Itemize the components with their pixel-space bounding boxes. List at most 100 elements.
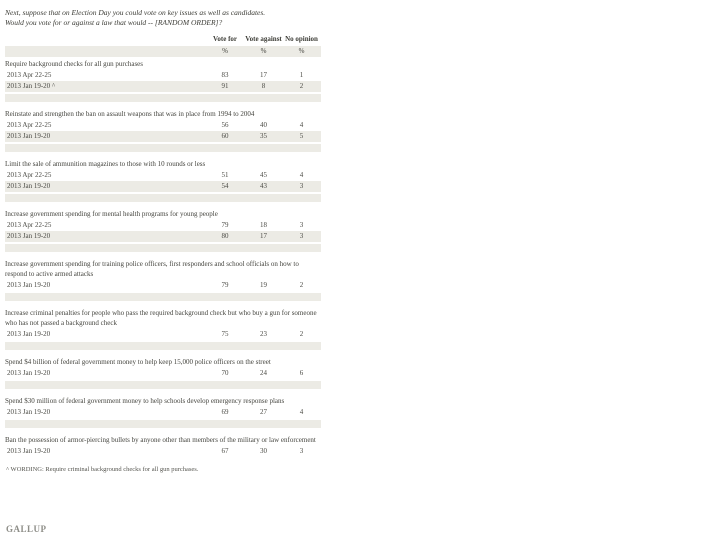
no-opinion-value: 2 [299,330,304,338]
issue-label: Increase government spending for trainin… [5,259,299,278]
issue-section: Reinstate and strengthen the ban on assa… [5,107,321,152]
poll-date: 2013 Apr 22-25 [7,121,52,129]
poll-date: 2013 Apr 22-25 [7,221,52,229]
no-opinion-value: 3 [299,447,304,455]
issue-section: Require background checks for all gun pu… [5,57,321,102]
no-opinion-value: 1 [299,71,304,79]
issue-section: Spend $4 billion of federal government m… [5,355,321,389]
no-opinion-value: 6 [299,369,304,377]
vote-against-value: 23 [260,330,267,338]
issue-section: Ban the possession of armor-piercing bul… [5,433,321,457]
poll-result-row: 2013 Jan 19-20 67 30 3 [5,446,321,457]
vote-for-value: 79 [221,281,229,289]
vote-for-value: 83 [221,71,229,79]
poll-date: 2013 Jan 19-20 [7,408,51,416]
poll-result-row: 2013 Jan 19-20 ^ 91 8 2 [5,80,321,92]
poll-date: 2013 Jan 19-20 [7,281,51,289]
poll-result-row: 2013 Apr 22-25 51 45 4 [5,170,321,181]
vote-for-value: 56 [221,121,229,129]
issue-label: Limit the sale of ammunition magazines t… [5,159,206,168]
poll-report-page: Next, suppose that on Election Day you c… [5,8,321,473]
vote-against-value: 27 [260,408,267,416]
vote-against-value: 24 [260,369,267,377]
issue-label: Require background checks for all gun pu… [5,59,144,68]
poll-date: 2013 Jan 19-20 [7,232,51,240]
poll-date: 2013 Jan 19-20 [7,132,51,140]
section-separator [5,341,321,350]
issue-label: Increase criminal penalties for people w… [5,308,317,327]
poll-result-row: 2013 Apr 22-25 79 18 3 [5,220,321,231]
percent-unit-row: % % % [5,45,321,57]
column-header-vote-against: Vote against [245,35,282,43]
issue-label: Spend $30 million of federal government … [5,396,285,405]
vote-against-value: 43 [260,182,267,190]
no-opinion-value: 5 [299,132,304,140]
section-separator [5,419,321,428]
issue-label: Reinstate and strengthen the ban on assa… [5,109,255,118]
no-opinion-value: 2 [299,281,304,289]
section-separator [5,243,321,252]
poll-result-row: 2013 Jan 19-20 80 17 3 [5,230,321,242]
issue-section: Increase government spending for mental … [5,207,321,252]
vote-against-value: 18 [260,221,267,229]
section-separator [5,193,321,202]
section-separator [5,292,321,301]
vote-for-value: 91 [221,82,229,90]
no-opinion-value: 4 [299,408,304,416]
table-header: Vote for Vote against No opinion [5,35,321,46]
survey-question-line1: Next, suppose that on Election Day you c… [5,8,266,17]
issue-label: Increase government spending for mental … [5,209,218,218]
poll-date: 2013 Apr 22-25 [7,171,52,179]
vote-for-value: 67 [221,447,229,455]
column-header-no-opinion: No opinion [285,35,318,43]
poll-date: 2013 Jan 19-20 [7,447,51,455]
issue-section: Increase criminal penalties for people w… [5,306,321,350]
issue-section: Limit the sale of ammunition magazines t… [5,157,321,202]
vote-for-value: 80 [221,232,229,240]
no-opinion-value: 3 [299,232,304,240]
vote-for-value: 60 [221,132,229,140]
vote-against-value: 8 [261,82,266,90]
no-opinion-value: 3 [299,182,304,190]
issue-section: Spend $30 million of federal government … [5,394,321,428]
issue-label: Spend $4 billion of federal government m… [5,357,271,366]
poll-date: 2013 Jan 19-20 [7,330,51,338]
vote-for-value: 69 [221,408,229,416]
vote-against-value: 45 [260,171,267,179]
vote-for-value: 70 [221,369,229,377]
vote-against-value: 17 [260,232,267,240]
issue-section: Increase government spending for trainin… [5,257,321,301]
poll-date: 2013 Apr 22-25 [7,71,52,79]
poll-result-row: 2013 Jan 19-20 79 19 2 [5,280,321,291]
unit-symbol: % [298,47,305,55]
poll-result-row: 2013 Jan 19-20 69 27 4 [5,407,321,418]
wording-footnote: ^ WORDING: Require criminal background c… [6,465,199,473]
poll-date: 2013 Jan 19-20 [7,369,51,377]
gallup-logo: GALLUP [6,524,47,534]
poll-date: 2013 Jan 19-20 ^ [7,82,56,90]
vote-against-value: 30 [260,447,267,455]
column-header-vote-for: Vote for [212,35,238,43]
poll-result-row: 2013 Apr 22-25 56 40 4 [5,120,321,131]
poll-result-row: 2013 Jan 19-20 75 23 2 [5,329,321,340]
no-opinion-value: 4 [299,171,304,179]
vote-against-value: 17 [260,71,267,79]
section-separator [5,93,321,102]
poll-date: 2013 Jan 19-20 [7,182,51,190]
poll-result-row: 2013 Jan 19-20 54 43 3 [5,180,321,192]
poll-result-row: 2013 Jan 19-20 60 35 5 [5,130,321,142]
unit-symbol: % [260,47,267,55]
vote-for-value: 51 [221,171,229,179]
unit-symbol: % [222,47,228,55]
vote-for-value: 79 [221,221,229,229]
vote-against-value: 40 [260,121,267,129]
poll-result-row: 2013 Jan 19-20 70 24 6 [5,368,321,379]
vote-against-value: 19 [260,281,267,289]
survey-question-line2: Would you vote for or against a law that… [5,18,223,27]
survey-question: Next, suppose that on Election Day you c… [5,8,321,28]
vote-against-value: 35 [260,132,267,140]
vote-for-value: 54 [221,182,229,190]
no-opinion-value: 2 [299,82,304,90]
no-opinion-value: 3 [299,221,304,229]
poll-result-row: 2013 Apr 22-25 83 17 1 [5,70,321,81]
